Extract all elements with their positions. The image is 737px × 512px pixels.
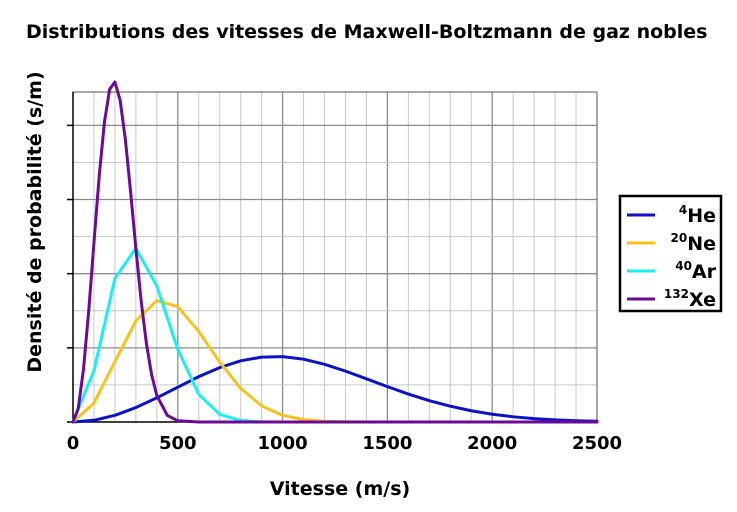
legend-mass-number: 20	[671, 231, 688, 245]
legend-label-ne: 20Ne	[671, 231, 717, 255]
legend-label-xe: 132Xe	[664, 287, 716, 311]
x-tick-labels: 0 500 1000 1500 2000 2500	[67, 433, 622, 454]
legend-mass-number: 132	[664, 287, 689, 301]
x-tick-label: 1500	[362, 433, 412, 454]
series-line-xe	[71, 80, 599, 424]
legend-element-symbol: Ar	[692, 261, 717, 283]
x-axis-label: Vitesse (m/s)	[270, 478, 410, 500]
series-line-he	[71, 355, 599, 424]
legend-label-he: 4He	[679, 203, 716, 227]
axes	[67, 92, 597, 423]
legend-element-symbol: Xe	[689, 289, 716, 311]
x-tick-label: 500	[159, 433, 197, 454]
legend-label-ar: 40Ar	[675, 259, 716, 283]
x-tick-label: 2000	[467, 433, 517, 454]
legend-mass-number: 4	[679, 203, 687, 217]
x-tick-label: 2500	[572, 433, 622, 454]
legend-box	[618, 194, 723, 313]
legend-element-symbol: Ne	[687, 233, 716, 255]
grid	[73, 92, 597, 422]
series-line-ne	[71, 299, 389, 424]
x-tick-label: 1000	[258, 433, 308, 454]
series-lines	[71, 80, 599, 424]
legend-element-symbol: He	[687, 205, 716, 227]
y-axis-label: Densité de probabilité (s/m)	[24, 71, 46, 372]
x-tick-label: 0	[67, 433, 80, 454]
chart-title: Distributions des vitesses de Maxwell-Bo…	[26, 21, 708, 43]
legend-mass-number: 40	[675, 259, 692, 273]
